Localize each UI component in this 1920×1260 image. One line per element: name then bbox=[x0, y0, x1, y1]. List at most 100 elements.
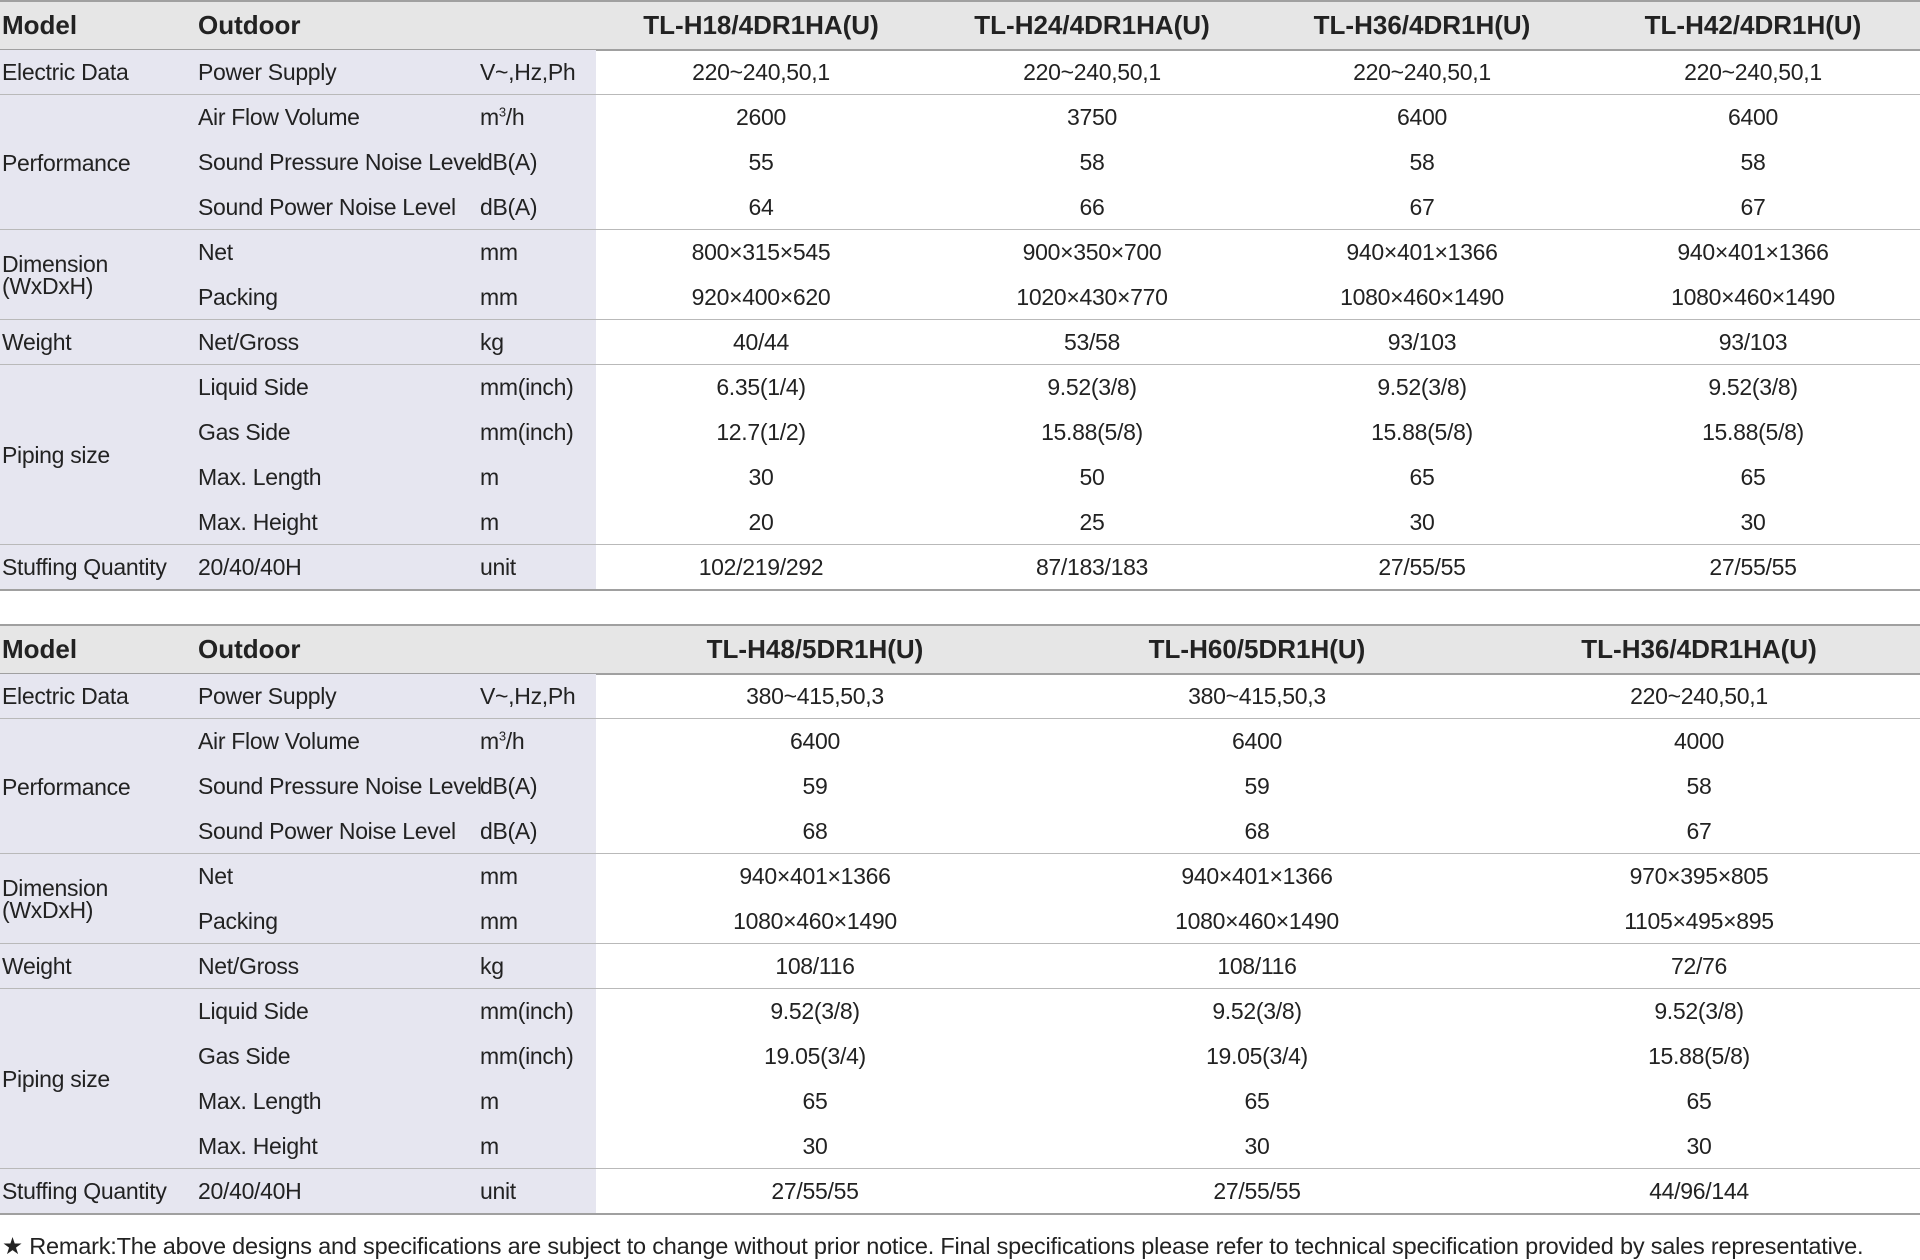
value-cell: 58 bbox=[1686, 773, 1712, 799]
label-column-background bbox=[0, 230, 596, 275]
row-unit: kg bbox=[480, 329, 504, 355]
table-bottom-border bbox=[0, 1213, 1920, 1215]
value-cell: 3750 bbox=[1067, 104, 1117, 130]
label-column-background bbox=[0, 1124, 596, 1169]
label-column-background bbox=[0, 455, 596, 500]
value-cell: 19.05(3/4) bbox=[764, 1043, 866, 1069]
value-cell: 50 bbox=[1079, 464, 1105, 490]
model-name-header: TL-H42/4DR1H(U) bbox=[1644, 10, 1862, 40]
label-column-background bbox=[0, 944, 596, 989]
table-row: Gas Side mm(inch) 19.05(3/4) 19.05(3/4) 15.8… bbox=[0, 1034, 1920, 1079]
value-cell: 970×395×805 bbox=[1629, 863, 1769, 889]
value-cell: 940×401×1366 bbox=[739, 863, 891, 889]
value-cell: 53/58 bbox=[1063, 329, 1121, 355]
value-cell: 6400 bbox=[790, 728, 840, 754]
value-cell: 6.35(1/4) bbox=[716, 374, 806, 400]
table-row: Sound Power Noise Level dB(A) 64 66 67 67 bbox=[0, 185, 1920, 230]
value-cell: 900×350×700 bbox=[1022, 239, 1162, 265]
group-separator bbox=[0, 94, 1920, 95]
row-unit: m3/h bbox=[480, 728, 525, 754]
label-column-background bbox=[0, 545, 596, 590]
value-cell: 20 bbox=[748, 509, 774, 535]
group-label-piping: Piping size bbox=[2, 1066, 192, 1092]
row-unit: m bbox=[480, 464, 499, 490]
table-row: Packing mm 1080×460×1490 1080×460×1490 1105×… bbox=[0, 899, 1920, 944]
value-cell: 6400 bbox=[1728, 104, 1778, 130]
model-name-header: TL-H36/4DR1H(U) bbox=[1313, 10, 1531, 40]
value-cell: 40/44 bbox=[732, 329, 790, 355]
label-column-background bbox=[0, 1079, 596, 1124]
value-cell: 940×401×1366 bbox=[1181, 863, 1333, 889]
table-row: Gas Side mm(inch) 12.7(1/2) 15.88(5/8) 15.88… bbox=[0, 410, 1920, 455]
label-column-background bbox=[0, 50, 596, 95]
row-unit: dB(A) bbox=[480, 818, 538, 844]
label-column-background bbox=[0, 854, 596, 899]
table-row: Liquid Side mm(inch) 6.35(1/4) 9.52(3/8) 9.5… bbox=[0, 365, 1920, 410]
group-label-line: (WxDxH) bbox=[2, 897, 94, 923]
value-cell: 19.05(3/4) bbox=[1206, 1043, 1308, 1069]
row-category: Weight bbox=[2, 953, 72, 979]
value-cell: 12.7(1/2) bbox=[716, 419, 806, 445]
value-cell: 27/55/55 bbox=[1378, 554, 1466, 580]
value-cell: 67 bbox=[1740, 194, 1766, 220]
value-cell: 58 bbox=[1740, 149, 1766, 175]
value-cell: 15.88(5/8) bbox=[1371, 419, 1473, 445]
value-cell: 65 bbox=[1686, 1088, 1712, 1114]
value-cell: 940×401×1366 bbox=[1346, 239, 1498, 265]
group-separator bbox=[0, 718, 1920, 719]
value-cell: 30 bbox=[1409, 509, 1435, 535]
table-row: Air Flow Volume m3/h 2600 3750 6400 6400 bbox=[0, 95, 1920, 140]
value-cell: 25 bbox=[1079, 509, 1105, 535]
table-row: Sound Power Noise Level dB(A) 68 68 67 bbox=[0, 809, 1920, 854]
value-cell: 55 bbox=[748, 149, 774, 175]
group-label-performance: Performance bbox=[2, 773, 192, 800]
model-name-header: TL-H18/4DR1HA(U) bbox=[643, 10, 879, 40]
value-cell: 6400 bbox=[1232, 728, 1282, 754]
value-cell: 68 bbox=[802, 818, 828, 844]
value-cell: 72/76 bbox=[1670, 953, 1728, 979]
value-cell: 1020×430×770 bbox=[1016, 284, 1168, 310]
value-cell: 6400 bbox=[1397, 104, 1447, 130]
model-header: Model bbox=[2, 634, 78, 664]
remark-text: ★ Remark:The above designs and specifica… bbox=[2, 1233, 1864, 1259]
table-header-row: Model Outdoor TL-H18/4DR1HA(U) TL-H24/4DR1H… bbox=[0, 0, 1920, 50]
value-cell: 220~240,50,1 bbox=[1353, 59, 1491, 85]
group-label-line: Dimension bbox=[2, 251, 108, 277]
value-cell: 1080×460×1490 bbox=[1671, 284, 1835, 310]
group-label-line: Performance bbox=[2, 773, 131, 800]
model-header: Model bbox=[2, 10, 78, 40]
value-cell: 65 bbox=[802, 1088, 828, 1114]
header-bottom-border bbox=[0, 49, 1920, 51]
row-category: Electric Data bbox=[2, 683, 129, 709]
value-cell: 920×400×620 bbox=[691, 284, 831, 310]
label-column-background bbox=[0, 1169, 596, 1214]
row-item: Net bbox=[198, 239, 233, 265]
label-column-background bbox=[0, 185, 596, 230]
value-cell: 2600 bbox=[736, 104, 786, 130]
value-cell: 30 bbox=[748, 464, 774, 490]
value-cell: 940×401×1366 bbox=[1677, 239, 1829, 265]
row-item: Air Flow Volume bbox=[198, 728, 360, 754]
value-cell: 380~415,50,3 bbox=[1188, 683, 1326, 709]
group-separator bbox=[0, 364, 1920, 365]
group-label-line: Piping size bbox=[2, 1066, 110, 1092]
table-row: Sound Pressure Noise Level dB(A) 55 58 58 58 bbox=[0, 140, 1920, 185]
value-cell: 380~415,50,3 bbox=[746, 683, 884, 709]
row-item: Net bbox=[198, 863, 233, 889]
label-column-background bbox=[0, 899, 596, 944]
label-column-background bbox=[0, 320, 596, 365]
table-top-border bbox=[0, 624, 1920, 626]
value-cell: 15.88(5/8) bbox=[1648, 1043, 1750, 1069]
value-cell: 15.88(5/8) bbox=[1702, 419, 1804, 445]
value-cell: 59 bbox=[1244, 773, 1270, 799]
group-label-piping: Piping size bbox=[2, 444, 192, 467]
label-column-background bbox=[0, 809, 596, 854]
label-column-background bbox=[0, 989, 596, 1034]
row-item: Sound Pressure Noise Level bbox=[198, 773, 482, 799]
table-row: Liquid Side mm(inch) 9.52(3/8) 9.52(3/8) 9.5… bbox=[0, 989, 1920, 1034]
value-cell: 44/96/144 bbox=[1649, 1178, 1749, 1204]
value-cell: 30 bbox=[1740, 509, 1766, 535]
value-cell: 9.52(3/8) bbox=[770, 998, 860, 1024]
value-cell: 9.52(3/8) bbox=[1654, 998, 1744, 1024]
value-cell: 4000 bbox=[1674, 728, 1724, 754]
